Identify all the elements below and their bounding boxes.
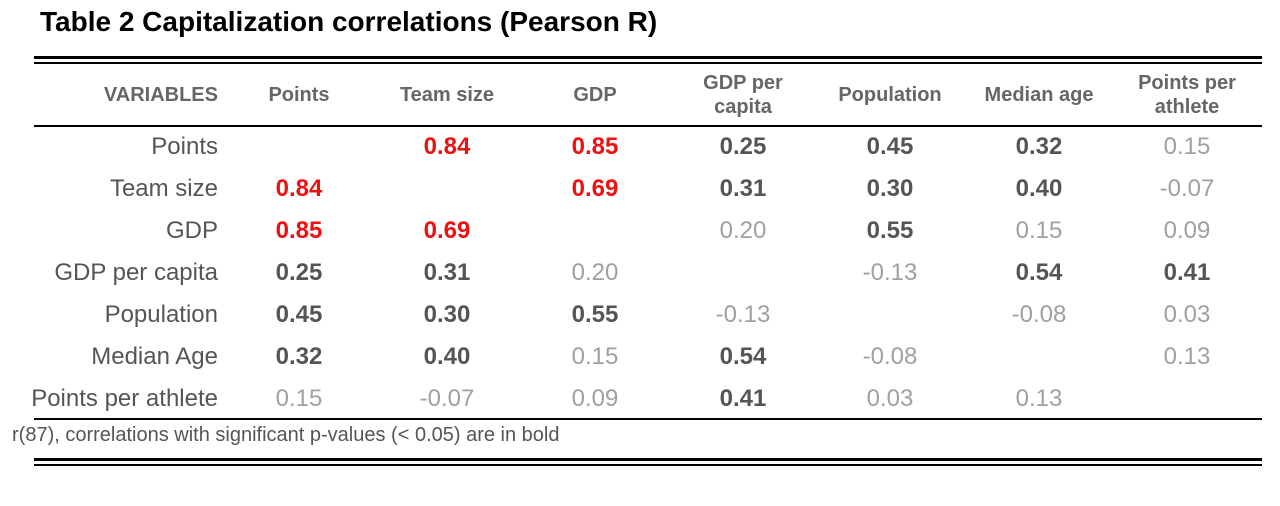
correlation-cell: 0.40 xyxy=(1015,175,1063,202)
correlation-cell: 0.85 xyxy=(571,133,619,160)
correlation-cell: 0.45 xyxy=(866,133,914,160)
correlation-cell: 0.55 xyxy=(571,301,619,328)
correlation-cell: 0.15 xyxy=(1015,217,1063,244)
correlation-cell: -0.13 xyxy=(862,259,918,286)
header-points-per-athlete: Points per athlete xyxy=(1138,72,1236,118)
header-rule xyxy=(34,125,1262,127)
table-row: Team size 0.84 0.69 0.31 0.30 0.40 -0.07 xyxy=(0,168,1280,210)
table-row: Points 0.84 0.85 0.25 0.45 0.32 0.15 xyxy=(0,126,1280,168)
correlation-cell: -0.08 xyxy=(862,343,918,370)
correlation-cell xyxy=(830,294,950,336)
table-title: Table 2 Capitalization correlations (Pea… xyxy=(40,6,658,37)
header-variables: VARIABLES xyxy=(103,84,218,106)
correlation-cell: 0.30 xyxy=(866,175,914,202)
correlation-cell: 0.32 xyxy=(1015,133,1063,160)
row-label: Points xyxy=(151,133,218,160)
bottom-rule-inner xyxy=(34,464,1262,466)
top-rule-inner xyxy=(34,62,1262,64)
body-rule xyxy=(34,418,1262,420)
row-label: GDP per capita xyxy=(54,259,218,286)
correlation-cell: 0.03 xyxy=(866,385,914,412)
header-gdp: GDP xyxy=(573,84,617,106)
header-points: Points xyxy=(268,84,330,106)
correlation-cell: -0.08 xyxy=(1011,301,1067,328)
correlation-cell: 0.41 xyxy=(1163,259,1211,286)
row-label: Median Age xyxy=(91,343,218,370)
correlation-cell: -0.07 xyxy=(1159,175,1215,202)
correlation-cell: 0.32 xyxy=(275,343,323,370)
correlation-cell: 0.84 xyxy=(423,133,471,160)
correlation-cell: 0.13 xyxy=(1163,343,1211,370)
table-row: Population 0.45 0.30 0.55 -0.13 -0.08 0.03 xyxy=(0,294,1280,336)
correlation-cell: 0.45 xyxy=(275,301,323,328)
header-team-size: Team size xyxy=(399,84,495,106)
correlation-cell: 0.15 xyxy=(1163,133,1211,160)
correlation-cell: 0.54 xyxy=(1015,259,1063,286)
correlation-cell: 0.54 xyxy=(719,343,767,370)
correlation-cell: 0.30 xyxy=(423,301,471,328)
correlation-cell: 0.13 xyxy=(1015,385,1063,412)
correlation-cell: 0.25 xyxy=(275,259,323,286)
table-row: GDP per capita 0.25 0.31 0.20 -0.13 0.54 0.41 xyxy=(0,252,1280,294)
correlation-cell: 0.20 xyxy=(571,259,619,286)
correlation-cell: 0.84 xyxy=(275,175,323,202)
table-footnote: r(87), correlations with significant p-v… xyxy=(12,424,560,446)
bottom-rule xyxy=(34,458,1262,461)
correlation-cell: 0.55 xyxy=(866,217,914,244)
correlation-cell xyxy=(387,168,507,210)
correlation-cell: 0.69 xyxy=(571,175,619,202)
correlation-cell xyxy=(1127,378,1247,420)
correlation-cell: 0.31 xyxy=(719,175,767,202)
correlation-cell xyxy=(979,336,1099,378)
correlation-cell: 0.25 xyxy=(719,133,767,160)
correlation-cell: 0.85 xyxy=(275,217,323,244)
row-label: Team size xyxy=(109,175,218,202)
row-label: GDP xyxy=(165,217,218,244)
correlation-cell: 0.15 xyxy=(571,343,619,370)
correlation-cell xyxy=(535,210,655,252)
table-row: Median Age 0.32 0.40 0.15 0.54 -0.08 0.13 xyxy=(0,336,1280,378)
correlation-cell: 0.03 xyxy=(1163,301,1211,328)
correlation-cell: 0.09 xyxy=(1163,217,1211,244)
correlation-cell: 0.40 xyxy=(423,343,471,370)
correlation-cell: 0.20 xyxy=(719,217,767,244)
row-label: Points per athlete xyxy=(31,385,218,412)
correlation-cell xyxy=(683,252,803,294)
header-population: Population xyxy=(838,84,942,106)
top-rule xyxy=(34,56,1262,59)
row-label: Population xyxy=(104,301,218,328)
table-row: Points per athlete 0.15 -0.07 0.09 0.41 0.03 0… xyxy=(0,378,1280,420)
correlation-cell: -0.13 xyxy=(715,301,771,328)
correlation-cell: -0.07 xyxy=(419,385,475,412)
correlation-cell: 0.69 xyxy=(423,217,471,244)
header-median-age: Median age xyxy=(984,84,1094,106)
correlation-cell: 0.41 xyxy=(719,385,767,412)
table-row: GDP 0.85 0.69 0.20 0.55 0.15 0.09 xyxy=(0,210,1280,252)
correlation-cell: 0.15 xyxy=(275,385,323,412)
correlation-cell: 0.31 xyxy=(423,259,471,286)
header-gdp-per-capita: GDP per capita xyxy=(703,72,783,118)
correlation-cell: 0.09 xyxy=(571,385,619,412)
correlation-cell xyxy=(239,126,359,168)
